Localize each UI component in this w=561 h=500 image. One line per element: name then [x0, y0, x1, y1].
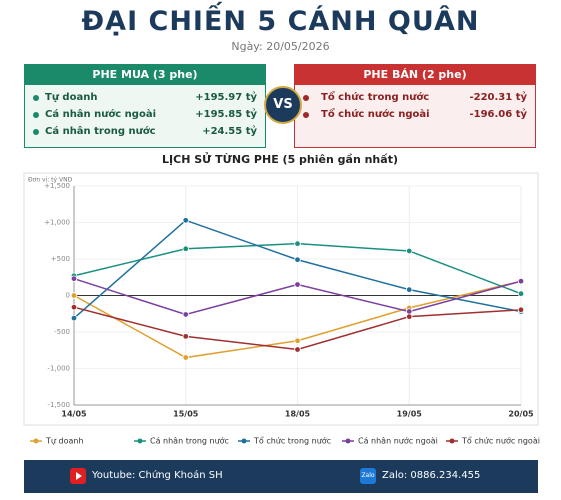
item-value: +24.55 tỷ — [202, 126, 257, 137]
point — [294, 346, 301, 353]
item: Cá nhân nước ngoài +195.85 tỷ — [25, 106, 265, 123]
youtube-text: Youtube: Chứng Khoán SH — [92, 470, 223, 481]
item-value: +195.85 tỷ — [195, 109, 257, 120]
item-name: Tổ chức trong nước — [321, 92, 430, 103]
point — [182, 354, 189, 361]
x-tick-label: 15/05 — [173, 410, 199, 419]
x-tick-label: 19/05 — [397, 410, 423, 419]
item-name: Cá nhân trong nước — [45, 126, 156, 137]
point — [294, 240, 301, 247]
y-tick-label: +1,500 — [44, 182, 70, 190]
y-tick-label: -1,000 — [47, 365, 70, 373]
legend-label: Tổ chức nước ngoài — [461, 436, 540, 446]
date: Ngày: 20/05/2026 — [231, 40, 330, 53]
youtube-icon — [70, 468, 86, 484]
legend-label: Tổ chức trong nước — [253, 436, 331, 446]
y-tick-label: +1,000 — [44, 219, 70, 227]
vs-badge: VS — [264, 86, 302, 124]
point — [406, 286, 413, 293]
item-value: -220.31 tỷ — [469, 92, 527, 103]
item-value: -196.06 tỷ — [469, 109, 527, 120]
buy-panel: PHE MUA (3 phe) Tự doanh +195.97 tỷ Cá nh… — [24, 64, 266, 148]
x-tick-label: 18/05 — [285, 410, 311, 419]
point — [294, 256, 301, 263]
zalo-icon: Zalo — [360, 468, 376, 484]
legend-marker — [345, 438, 351, 444]
point — [182, 217, 189, 224]
point — [70, 275, 78, 282]
point — [70, 292, 78, 299]
point — [517, 306, 525, 314]
sell-panel: PHE BÁN (2 phe) Tổ chức trong nước -220.3… — [294, 64, 536, 148]
legend-label: Cá nhân trong nước — [150, 436, 229, 446]
point — [294, 281, 301, 288]
legend-marker — [137, 438, 143, 444]
item-value: +195.97 tỷ — [195, 92, 257, 103]
y-tick-label: +500 — [51, 255, 70, 263]
legend-marker — [33, 438, 39, 444]
title: ĐẠI CHIẾN 5 CÁNH QUÂN — [81, 6, 480, 37]
zalo-text: Zalo: 0886.234.455 — [382, 470, 481, 481]
legend-marker — [449, 438, 455, 444]
panel-title: PHE MUA (3 phe) — [25, 65, 265, 85]
item: Tự doanh +195.97 tỷ — [25, 89, 265, 106]
y-tick-label: 0 — [66, 292, 70, 300]
point — [517, 290, 525, 297]
item-name: Tự doanh — [45, 92, 98, 103]
chart-frame — [23, 172, 539, 426]
x-tick-label: 20/05 — [508, 410, 534, 419]
legend-label: Tự doanh — [45, 437, 84, 447]
legend-marker — [241, 438, 247, 444]
x-tick-label: 14/05 — [61, 410, 87, 419]
point — [182, 245, 189, 252]
chart: LỊCH SỬ TỪNG PHE (5 phiên gần nhất) Đơn … — [23, 152, 540, 447]
y-tick-label: -500 — [54, 328, 70, 336]
point — [70, 314, 78, 322]
y-tick-label: -1,500 — [47, 401, 70, 409]
footer: Youtube: Chứng Khoán SH Zalo Zalo: 0886.… — [24, 460, 538, 493]
point — [406, 247, 413, 255]
panel-title: PHE BÁN (2 phe) — [295, 65, 535, 85]
point — [406, 313, 413, 320]
point — [70, 303, 78, 311]
item: Tổ chức nước ngoài -196.06 tỷ — [295, 106, 535, 123]
point — [517, 278, 525, 285]
point — [182, 333, 189, 340]
item: Cá nhân trong nước +24.55 tỷ — [25, 123, 265, 140]
item: Tổ chức trong nước -220.31 tỷ — [295, 89, 535, 106]
point — [182, 311, 189, 318]
point — [294, 337, 301, 344]
unit-label: Đơn vị: tỷ VND — [28, 177, 73, 184]
item-name: Tổ chức nước ngoài — [321, 109, 430, 120]
legend-label: Cá nhân nước ngoài — [358, 436, 438, 446]
item-name: Cá nhân nước ngoài — [45, 109, 156, 120]
chart-title: LỊCH SỬ TỪNG PHE (5 phiên gần nhất) — [162, 152, 398, 166]
